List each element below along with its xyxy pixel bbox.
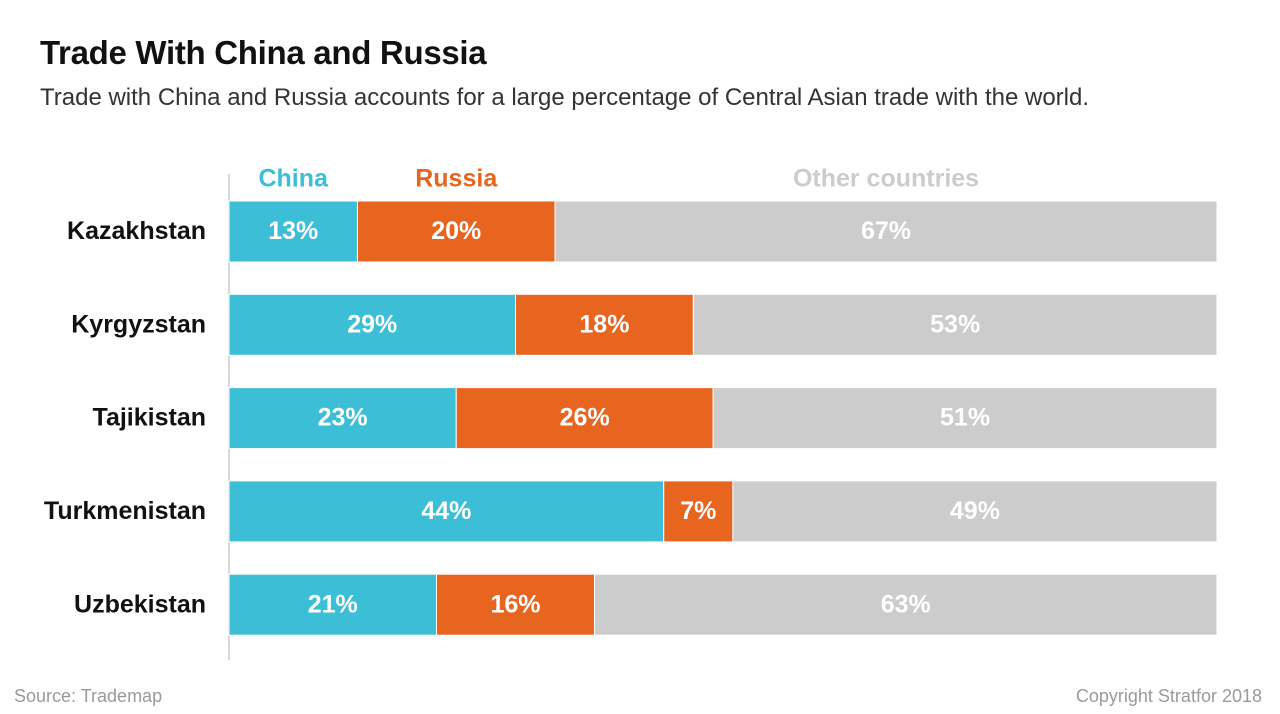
data-label-tajikistan-china: 23% — [318, 404, 368, 432]
data-label-kazakhstan-russia: 20% — [431, 217, 481, 245]
data-label-turkmenistan-china: 44% — [421, 497, 471, 525]
source-note: Source: Trademap — [14, 686, 163, 706]
bar-kazakhstan-china — [228, 200, 358, 263]
category-label-tajikistan: Tajikistan — [93, 404, 206, 432]
bar-uzbekistan-other-countries — [594, 573, 1218, 636]
category-label-uzbekistan: Uzbekistan — [74, 590, 206, 618]
bar-turkmenistan-russia — [663, 480, 734, 543]
legend-label-china: China — [258, 165, 329, 193]
bar-kazakhstan-other-countries — [554, 200, 1218, 263]
category-label-kyrgyzstan: Kyrgyzstan — [71, 310, 206, 338]
category-label-turkmenistan: Turkmenistan — [44, 497, 206, 525]
bar-uzbekistan-china — [228, 573, 437, 636]
bar-turkmenistan-china — [228, 480, 665, 543]
bar-tajikistan-russia — [455, 387, 714, 450]
data-label-turkmenistan-russia: 7% — [680, 497, 716, 525]
copyright-note: Copyright Stratfor 2018 — [1075, 686, 1262, 706]
legend-label-russia: Russia — [415, 165, 498, 193]
data-label-kyrgyzstan-china: 29% — [347, 310, 397, 338]
bar-tajikistan-other-countries — [712, 387, 1218, 450]
data-label-uzbekistan-russia: 16% — [490, 590, 540, 618]
data-label-turkmenistan-other-countries: 49% — [950, 497, 1000, 525]
data-label-kazakhstan-china: 13% — [268, 217, 318, 245]
bar-kyrgyzstan-russia — [515, 293, 694, 356]
data-label-tajikistan-russia: 26% — [560, 404, 610, 432]
data-label-kyrgyzstan-other-countries: 53% — [930, 310, 980, 338]
bar-kyrgyzstan-other-countries — [692, 293, 1218, 356]
bar-uzbekistan-russia — [435, 573, 596, 636]
data-label-uzbekistan-china: 21% — [308, 590, 358, 618]
bar-kazakhstan-russia — [356, 200, 556, 263]
data-label-uzbekistan-other-countries: 63% — [881, 590, 931, 618]
chart-subtitle: Trade with China and Russia accounts for… — [40, 84, 1090, 111]
data-label-kyrgyzstan-russia: 18% — [579, 310, 629, 338]
legend-label-other-countries: Other countries — [793, 165, 979, 193]
chart-title: Trade With China and Russia — [40, 34, 487, 71]
bar-kyrgyzstan-china — [228, 293, 517, 356]
data-label-tajikistan-other-countries: 51% — [940, 404, 990, 432]
data-label-kazakhstan-other-countries: 67% — [861, 217, 911, 245]
bar-turkmenistan-other-countries — [732, 480, 1218, 543]
category-label-kazakhstan: Kazakhstan — [67, 217, 206, 245]
